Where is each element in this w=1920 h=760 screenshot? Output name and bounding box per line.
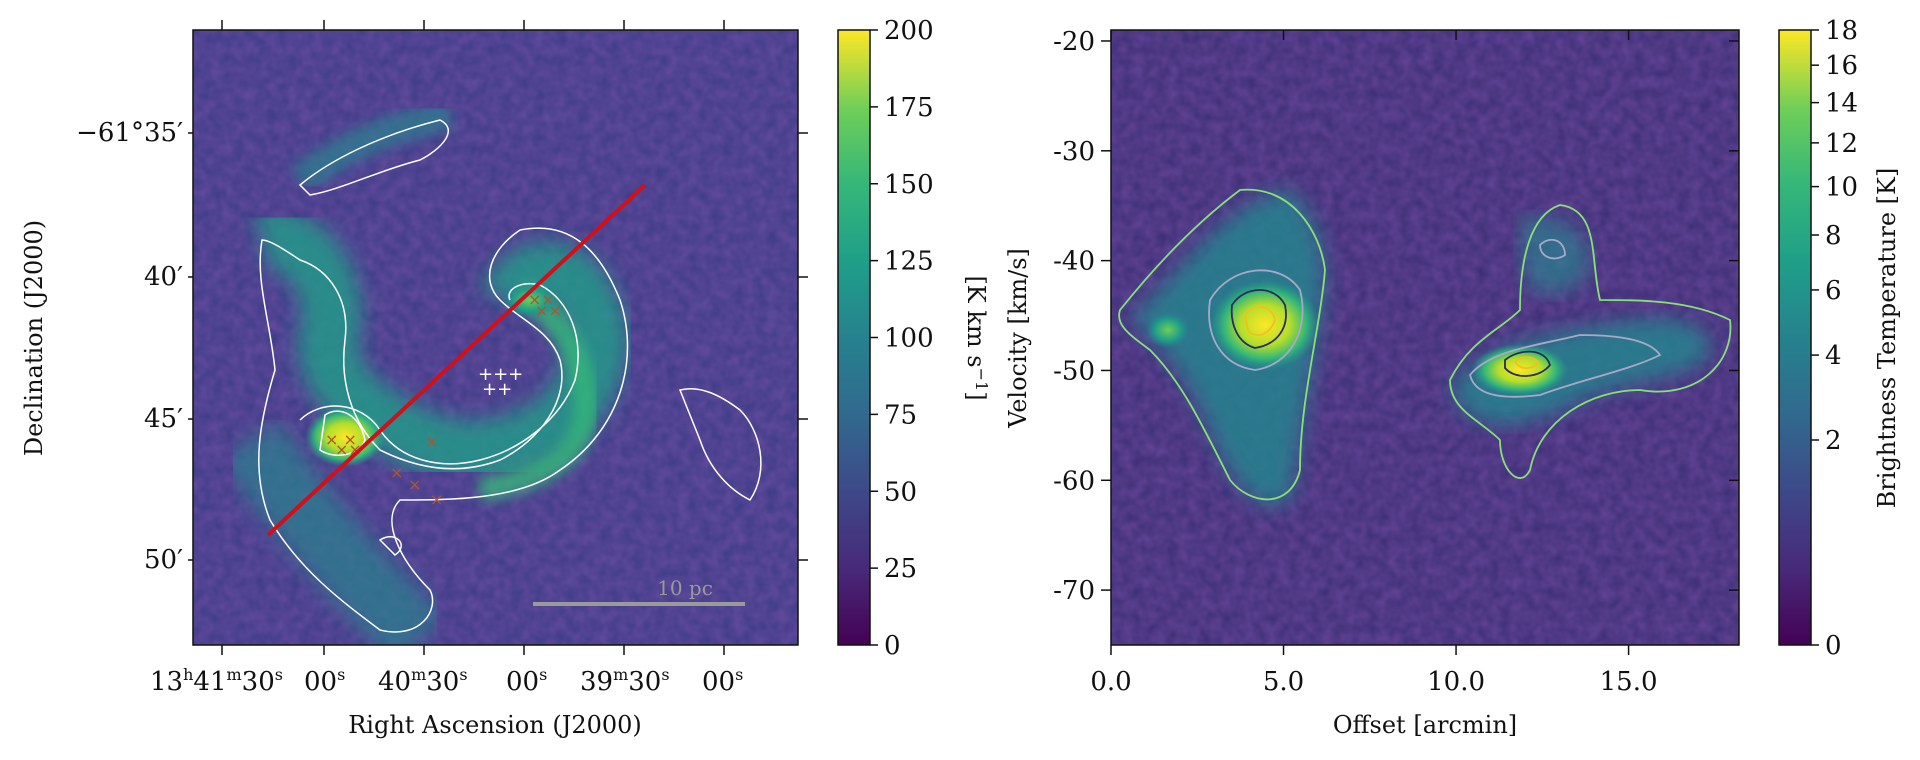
- intensity-map-image: +++ ++ × ××× ××× × ×××× 10 pc: [193, 30, 798, 645]
- colorbar-tick-label: 8: [1825, 221, 1842, 251]
- colorbar-tick-label: 16: [1825, 51, 1858, 81]
- pv-diagram-ticks: [1101, 30, 1739, 655]
- velocity-axis-label: Velocity [km/s]: [1004, 248, 1032, 429]
- offset-tick-label: 10.0: [1427, 667, 1485, 697]
- svg-text:×: ×: [425, 432, 438, 451]
- ra-tick-label: 40m30s: [378, 665, 468, 697]
- colorbar-tick-label: 75: [884, 400, 917, 430]
- ra-tick-label: 13h41m30s: [150, 665, 283, 697]
- dec-tick-label: −61°35′: [76, 118, 183, 148]
- ra-tick-label: 39m30s: [580, 665, 670, 697]
- pv-diagram-panel: 0.0 5.0 10.0 15.0 -20 -30 -40 -50 -60 -70 Offset …: [1004, 16, 1901, 739]
- intensity-map-frame: [192, 29, 799, 646]
- pv-diagram-frame: [1110, 29, 1740, 646]
- dec-axis-label: Declination (J2000): [20, 220, 48, 456]
- svg-text:+++: +++: [478, 364, 523, 385]
- source-markers: × ××× ××× × ××××: [325, 290, 562, 509]
- ra-tick-label: 00s: [702, 665, 743, 697]
- svg-text:×: ×: [390, 463, 403, 482]
- velocity-tick-label: -40: [1053, 247, 1095, 277]
- svg-text:++: ++: [482, 379, 512, 400]
- svg-text:××: ××: [528, 290, 555, 309]
- colorbar-tick-label: 4: [1825, 341, 1842, 371]
- svg-text:××: ××: [535, 301, 562, 320]
- svg-text:×: ×: [408, 475, 421, 494]
- ra-tick-label: 00s: [506, 665, 547, 697]
- ra-tick-labels: 13h41m30s 00s 40m30s 00s 39m30s 00s: [150, 665, 743, 697]
- offset-axis-label: Offset [arcmin]: [1333, 711, 1517, 739]
- colorbar-tick-label: 100: [884, 324, 934, 354]
- colorbar-tick-label: 2: [1825, 426, 1842, 456]
- colorbar-tick-label: 12: [1825, 129, 1858, 159]
- svg-text:×: ×: [430, 490, 443, 509]
- intensity-colorbar-ticks: 0 25 50 75 100 125 150 175 200: [870, 16, 934, 661]
- colorbar-tick-label: 200: [884, 16, 934, 46]
- dec-tick-labels: −61°35′ 40′ 45′ 50′: [76, 118, 183, 575]
- colorbar-tick-label: 50: [884, 477, 917, 507]
- velocity-tick-label: -50: [1053, 356, 1095, 386]
- ra-axis-label: Right Ascension (J2000): [348, 711, 642, 739]
- colorbar-tick-label: 6: [1825, 276, 1842, 306]
- brightness-colorbar-label: Brightness Temperature [K]: [1873, 168, 1901, 509]
- offset-tick-label: 0.0: [1090, 667, 1131, 697]
- colorbar-tick-label: 10: [1825, 173, 1858, 203]
- intensity-map-ticks: [188, 20, 808, 655]
- colorbar-tick-label: 18: [1825, 16, 1858, 46]
- brightness-colorbar: [1778, 29, 1812, 646]
- pv-contours: [1118, 188, 1732, 501]
- svg-text:× ×: × ×: [325, 430, 357, 449]
- dec-tick-label: 40′: [144, 262, 183, 292]
- white-source-markers: +++ ++: [478, 364, 523, 400]
- intensity-colorbar-label: [K km s−1]: [962, 275, 991, 400]
- colorbar-tick-label: 25: [884, 554, 917, 584]
- colorbar-tick-label: 125: [884, 247, 934, 277]
- dec-tick-label: 50′: [144, 545, 183, 575]
- colorbar-tick-label: 175: [884, 93, 934, 123]
- offset-tick-label: 15.0: [1600, 667, 1658, 697]
- intensity-map-panel: +++ ++ × ××× ××× × ×××× 10 pc 13h41m30s …: [20, 16, 991, 739]
- pv-diagram-image: [1111, 30, 1739, 645]
- dec-tick-label: 45′: [144, 404, 183, 434]
- brightness-colorbar-ticks: 0 2 4 6 8 10 12 14 16 18: [1811, 16, 1858, 661]
- colorbar-tick-label: 150: [884, 170, 934, 200]
- ra-tick-label: 00s: [304, 665, 345, 697]
- velocity-tick-label: -70: [1053, 576, 1095, 606]
- scale-bar-label: 10 pc: [657, 576, 713, 600]
- velocity-tick-label: -30: [1053, 137, 1095, 167]
- intensity-colorbar: [837, 29, 871, 646]
- velocity-tick-label: -60: [1053, 466, 1095, 496]
- colorbar-tick-label: 14: [1825, 89, 1858, 119]
- colorbar-tick-label: 0: [884, 631, 901, 661]
- offset-tick-label: 5.0: [1263, 667, 1304, 697]
- pv-tick-labels: 0.0 5.0 10.0 15.0 -20 -30 -40 -50 -60 -70: [1053, 27, 1657, 697]
- colorbar-tick-label: 0: [1825, 631, 1842, 661]
- pv-cut-line: [266, 183, 647, 537]
- velocity-tick-label: -20: [1053, 27, 1095, 57]
